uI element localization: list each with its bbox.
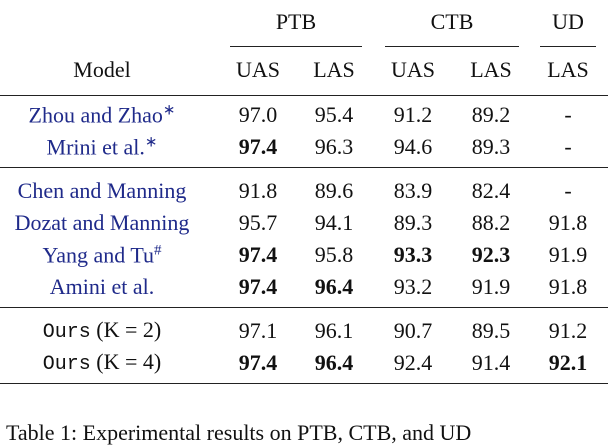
- score: 95.4: [314, 102, 354, 127]
- score: 89.5: [471, 318, 511, 343]
- score: -: [564, 102, 572, 127]
- section-rule: [0, 307, 608, 308]
- score: 91.9: [548, 242, 588, 267]
- column-header: LAS: [547, 57, 589, 82]
- model-name: Chen and Manning: [18, 180, 187, 202]
- score: 92.4: [393, 350, 433, 375]
- score: 91.8: [548, 210, 588, 235]
- caption: Table 1: Experimental results on PTB, CT…: [6, 420, 472, 445]
- score: 94.1: [314, 210, 354, 235]
- model-label: Chen and Manning: [17, 178, 187, 203]
- score: 95.8: [314, 242, 354, 267]
- model-name: Yang and Tu#: [43, 243, 162, 266]
- column-header: UAS: [390, 57, 436, 82]
- model-label: Amini et al.: [49, 274, 155, 299]
- section-rule: [0, 167, 608, 168]
- score: -: [564, 178, 572, 203]
- score: 91.8: [548, 274, 588, 299]
- score: 97.1: [238, 318, 278, 343]
- score: -: [564, 134, 572, 159]
- page: {"table": { "groups": ["PTB", "CTB", "UD…: [0, 9, 608, 445]
- model-label: Dozat and Manning: [14, 210, 190, 235]
- model-mark: #: [153, 242, 162, 259]
- group-rule: [540, 46, 596, 47]
- score: 82.4: [471, 178, 511, 203]
- score: 96.3: [314, 134, 354, 159]
- model-label: Mrini et al.: [46, 134, 145, 160]
- score: 89.6: [314, 178, 354, 203]
- score: 89.2: [471, 102, 511, 127]
- model-name: Ours (K = 4): [43, 351, 161, 375]
- column-header: UAS: [235, 57, 281, 82]
- score: 91.2: [393, 102, 433, 127]
- score: 91.8: [238, 178, 278, 203]
- column-header: LAS: [313, 57, 355, 82]
- score: 97.4: [238, 274, 278, 299]
- score: 94.6: [393, 134, 433, 159]
- model-label: Zhou and Zhao: [28, 102, 163, 128]
- group-rule: [230, 46, 362, 47]
- model-name: Mrini et al.∗: [47, 135, 158, 158]
- score: 90.7: [393, 318, 433, 343]
- score: 96.1: [314, 318, 354, 343]
- model-name: Dozat and Manning: [15, 212, 190, 234]
- score: 91.4: [471, 350, 511, 375]
- model-label: Ours: [42, 321, 91, 344]
- score: 95.7: [238, 210, 278, 235]
- score: 96.4: [314, 274, 354, 299]
- model-name: Ours (K = 2): [43, 319, 161, 343]
- score: 93.3: [393, 242, 433, 267]
- score: 89.3: [393, 210, 433, 235]
- section-rule: [0, 383, 608, 384]
- score: 88.2: [471, 210, 511, 235]
- score: 83.9: [393, 178, 433, 203]
- score: 97.0: [238, 102, 278, 127]
- score: 96.4: [314, 350, 354, 375]
- group-header: UD: [552, 9, 584, 34]
- model-mark: ∗: [162, 102, 176, 119]
- header-rule: [0, 95, 608, 96]
- group-header: CTB: [430, 9, 474, 34]
- model-mark: ∗: [144, 134, 158, 151]
- score: 92.1: [548, 350, 588, 375]
- score: 89.3: [471, 134, 511, 159]
- model-header: Model: [73, 57, 131, 82]
- model-setting: (K = 4): [96, 349, 162, 374]
- score: 91.2: [548, 318, 588, 343]
- model-name: Zhou and Zhao∗: [29, 103, 176, 126]
- model-label: Ours: [42, 353, 91, 376]
- score: 93.2: [393, 274, 433, 299]
- model-name: Amini et al.: [50, 276, 154, 298]
- score: 91.9: [471, 274, 511, 299]
- model-label: Yang and Tu: [42, 242, 154, 268]
- score: 97.4: [238, 134, 278, 159]
- score: 97.4: [238, 242, 278, 267]
- group-rule: [385, 46, 519, 47]
- score: 97.4: [238, 350, 278, 375]
- group-header: PTB: [275, 9, 317, 34]
- column-header: LAS: [470, 57, 512, 82]
- model-setting: (K = 2): [96, 317, 162, 342]
- score: 92.3: [471, 242, 511, 267]
